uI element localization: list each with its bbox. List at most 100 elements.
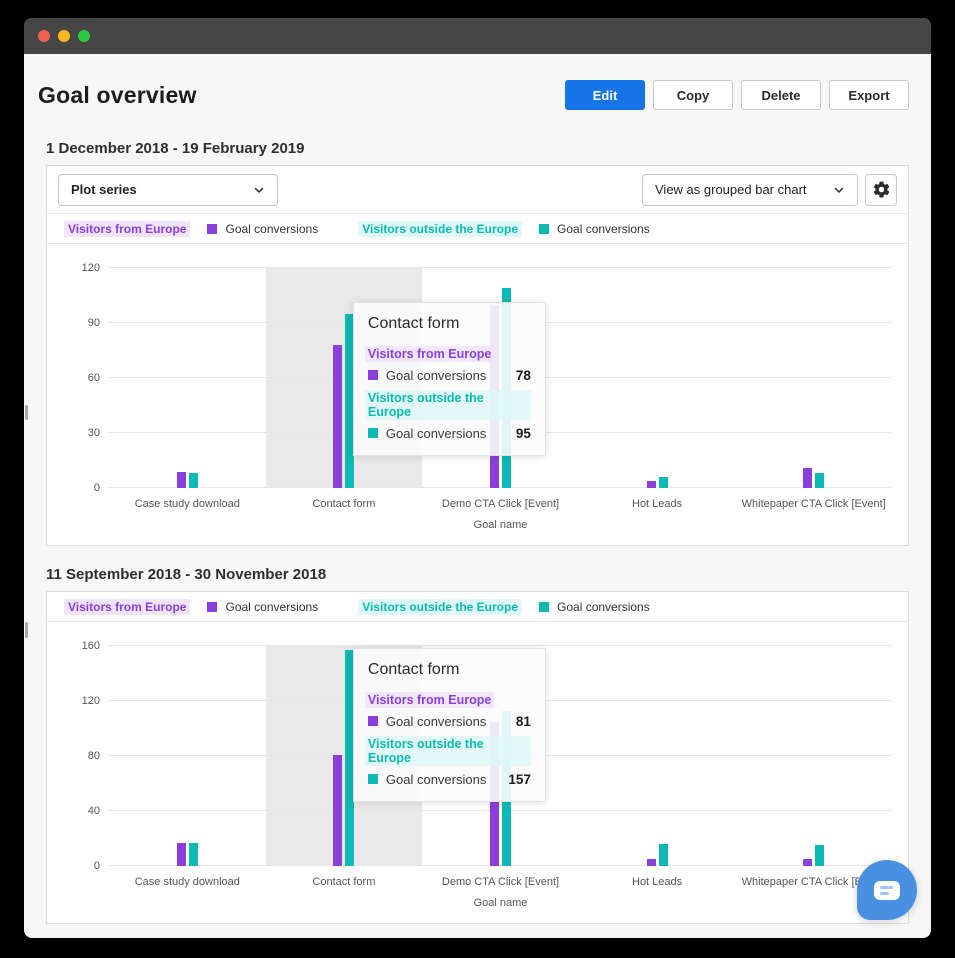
chart-plot-area: 0 40 80 120 160 Contact form Visitors from Eur… [82, 640, 892, 872]
bar[interactable] [803, 467, 813, 488]
bar-group-5 [735, 268, 892, 488]
chart-toolbar: Plot series View as grouped bar chart [47, 166, 908, 214]
bar[interactable] [646, 480, 656, 488]
legend-group-visitors-from-europe[interactable]: Visitors from Europe [64, 220, 191, 237]
legend-group-visitors-outside-europe[interactable]: Visitors outside the Europe [358, 220, 523, 237]
category-label: Hot Leads [632, 876, 683, 888]
page-title: Goal overview [38, 81, 197, 108]
bar[interactable] [815, 845, 825, 866]
y-axis-tick-label: 90 [87, 317, 100, 329]
legend-item-label: Goal conversions [557, 221, 650, 236]
gear-icon [873, 181, 889, 198]
settings-button[interactable] [865, 173, 897, 206]
bar[interactable] [658, 844, 668, 866]
view-mode-select[interactable]: View as grouped bar chart [642, 173, 858, 206]
chart-legend: Visitors from Europe Goal conversions Vi… [47, 592, 908, 622]
legend-item-label: Goal conversions [557, 599, 650, 614]
series-swatch-icon [367, 774, 378, 784]
bar[interactable] [333, 754, 343, 866]
tooltip-series-label: Goal conversions [367, 368, 486, 383]
y-axis-tick-label: 120 [81, 695, 100, 707]
legend-group-visitors-from-europe[interactable]: Visitors from Europe [64, 598, 191, 615]
chart-tooltip: Contact form Visitors from Europe Goal con… [352, 302, 546, 456]
tooltip-title: Contact form [367, 315, 460, 332]
page-header: Goal overview Edit Copy Delete Export [38, 80, 909, 110]
bar[interactable] [646, 859, 656, 866]
tooltip-group-label: Visitors from Europe [364, 346, 495, 362]
window-titlebar [24, 18, 931, 54]
grouped-bar-chart: 0 30 60 90 120 Contact form Visitors from Euro… [47, 244, 908, 545]
category-label: Contact form [312, 498, 376, 510]
y-axis-tick-label: 40 [87, 805, 100, 817]
tooltip-series-label: Goal conversions [367, 772, 486, 787]
app-window: Goal overview Edit Copy Delete Export 1 … [24, 18, 931, 938]
legend-item-label: Goal conversions [225, 221, 319, 236]
view-mode-label: View as grouped bar chart [655, 182, 807, 197]
y-axis-tick-label: 30 [87, 427, 100, 439]
x-axis-title: Goal name [473, 519, 528, 531]
legend-item-goal-conversions-teal[interactable]: Goal conversions [539, 600, 650, 614]
legend-item-goal-conversions-purple[interactable]: Goal conversions [207, 222, 318, 236]
bar-group-1 [109, 268, 266, 488]
gridline: 0 [94, 860, 892, 872]
tooltip-group-label: Visitors outside the Europe [364, 390, 531, 420]
series-swatch-icon [367, 716, 378, 726]
tooltip-value: 95 [515, 425, 531, 441]
bar[interactable] [188, 473, 198, 488]
chart-panel: Visitors from Europe Goal conversions Vi… [46, 591, 909, 924]
export-button[interactable]: Export [829, 80, 909, 110]
series-swatch-icon [367, 370, 378, 380]
edit-button[interactable]: Edit [565, 80, 645, 110]
legend-item-goal-conversions-teal[interactable]: Goal conversions [539, 222, 650, 236]
plot-series-label: Plot series [71, 182, 137, 197]
date-range-heading: 11 September 2018 - 30 November 2018 [46, 566, 327, 583]
chevron-down-icon [834, 187, 844, 193]
series-swatch-icon [367, 428, 378, 438]
delete-button[interactable]: Delete [741, 80, 821, 110]
chart-tooltip: Contact form Visitors from Europe Goal con… [352, 648, 546, 802]
tooltip-series-label: Goal conversions [367, 714, 486, 729]
category-label: Whitepaper CTA Click [Event] [741, 876, 886, 888]
bar-group-2 [266, 646, 423, 866]
tooltip-series-row: Goal conversions 95 [367, 423, 531, 443]
bar-group-5 [735, 646, 892, 866]
tooltip-series-row: Goal conversions 157 [367, 769, 531, 789]
bar[interactable] [176, 842, 186, 866]
plot-series-select[interactable]: Plot series [58, 173, 278, 206]
legend-item-goal-conversions-purple[interactable]: Goal conversions [207, 600, 318, 614]
maximize-window-icon[interactable] [78, 30, 90, 42]
bar[interactable] [333, 345, 343, 488]
bar[interactable] [188, 842, 198, 866]
minimize-window-icon[interactable] [58, 30, 70, 42]
close-window-icon[interactable] [38, 30, 50, 42]
scrollbar-marker[interactable] [25, 405, 28, 420]
legend-group-visitors-outside-europe[interactable]: Visitors outside the Europe [358, 598, 523, 615]
y-axis-tick-label: 160 [81, 640, 100, 652]
bar[interactable] [815, 473, 825, 488]
bar[interactable] [345, 650, 355, 866]
action-buttons: Edit Copy Delete Export [565, 80, 909, 110]
chart-legend: Visitors from Europe Goal conversions Vi… [47, 214, 908, 244]
chevron-down-icon [254, 187, 264, 193]
bar-group-1 [109, 646, 266, 866]
scrollbar-marker[interactable] [25, 622, 28, 638]
bar[interactable] [658, 477, 668, 488]
y-axis-tick-label: 80 [87, 750, 100, 762]
series-swatch-icon [539, 601, 550, 612]
tooltip-title: Contact form [367, 661, 460, 678]
chart-plot-area: 0 30 60 90 120 Contact form Visitors from Euro… [82, 262, 892, 494]
bar[interactable] [345, 313, 355, 488]
bar[interactable] [176, 471, 186, 488]
category-label: Case study download [134, 498, 240, 510]
tooltip-series-row: Goal conversions 81 [367, 711, 531, 731]
tooltip-group-label: Visitors outside the Europe [364, 736, 531, 766]
grouped-bar-chart: 0 40 80 120 160 Contact form Visitors from Eur… [47, 622, 908, 923]
chat-launcher-button[interactable] [857, 860, 917, 920]
report-section-1: 1 December 2018 - 19 February 2019 Plot … [46, 140, 909, 546]
tooltip-series-label: Goal conversions [367, 426, 486, 441]
category-label: Hot Leads [632, 498, 683, 510]
y-axis-tick-label: 60 [87, 372, 100, 384]
y-axis-tick-label: 120 [81, 262, 100, 274]
copy-button[interactable]: Copy [653, 80, 733, 110]
bar[interactable] [803, 859, 813, 866]
